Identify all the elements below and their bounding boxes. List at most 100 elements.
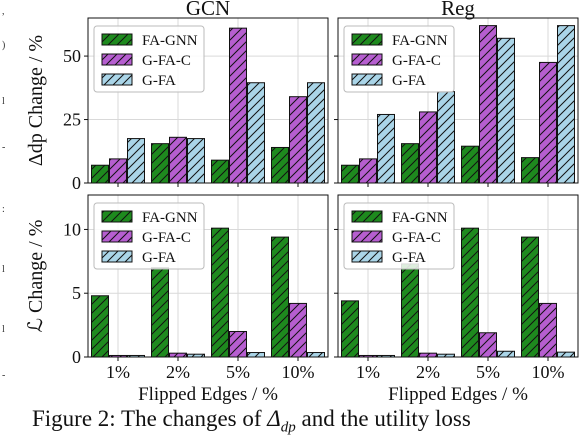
bar-hatch	[521, 157, 539, 183]
bar-hatch	[109, 355, 127, 357]
legend-label: FA-GNN	[142, 33, 198, 49]
x-tick-label: 2%	[166, 362, 190, 382]
y-tick-label: 25	[63, 110, 81, 130]
x-axis-label: Flipped Edges / %	[138, 384, 278, 405]
legend-swatch-hatch	[352, 251, 382, 262]
bar-hatch	[401, 143, 419, 183]
svg-text:l: l	[2, 324, 5, 335]
y-tick-label: 5	[72, 283, 81, 303]
figure-caption: Figure 2: The changes of Δdp and the uti…	[32, 406, 580, 437]
bar-hatch	[271, 237, 289, 357]
legend-swatch-hatch	[102, 74, 132, 85]
bar-hatch	[229, 331, 247, 357]
bar-hatch	[479, 332, 497, 357]
chart-panel: 1% 2% 5% 10%Flipped Edges / % FA-GNN G-FA-C G-…	[334, 194, 579, 405]
bar-hatch	[461, 146, 479, 183]
legend-label: FA-GNN	[392, 33, 448, 49]
svg-text:): )	[2, 40, 5, 51]
caption-suffix: and the utility loss	[295, 406, 471, 431]
panel-title: GCN	[186, 0, 230, 20]
x-tick-label: 10%	[282, 362, 315, 382]
bar-hatch	[359, 158, 377, 183]
bar-hatch	[127, 138, 145, 183]
svg-text:-: -	[2, 370, 5, 381]
bar-hatch	[211, 228, 229, 357]
legend-label: FA-GNN	[142, 210, 198, 226]
plot-frame	[337, 194, 579, 358]
legend-swatch-hatch	[352, 231, 382, 242]
bar-hatch	[169, 137, 187, 183]
plot-frame	[87, 194, 329, 358]
bar-hatch	[151, 143, 169, 183]
chart-panel: Reg FA-GNN G-FA-C G-FA	[334, 0, 579, 187]
legend-label: G-FA-C	[142, 53, 191, 69]
bar-hatch	[401, 263, 419, 357]
bar-hatch	[109, 158, 127, 183]
x-tick-label: 1%	[106, 362, 130, 382]
bar-hatch	[557, 352, 575, 357]
bar-hatch	[521, 237, 539, 357]
svg-text:l: l	[2, 96, 5, 107]
svg-text:l: l	[2, 264, 5, 275]
svg-text::: :	[2, 204, 5, 215]
bar-hatch	[247, 82, 265, 183]
bar-hatch	[91, 165, 109, 183]
bar-hatch	[91, 295, 109, 357]
bar-hatch	[341, 165, 359, 183]
bar-hatch	[377, 114, 395, 183]
chart-panel: 0 5 10 1% 2% 5% 10%Flipped Edges / % ℒ Change /…	[25, 194, 329, 405]
legend-label: G-FA	[392, 73, 426, 89]
bar-hatch	[229, 28, 247, 184]
legend-label: G-FA	[392, 250, 426, 266]
bar-hatch	[437, 354, 455, 357]
bar-hatch	[151, 267, 169, 357]
caption-math-symbol: Δ	[267, 406, 281, 431]
y-axis-label: ℒ Change / %	[25, 220, 47, 333]
bar-hatch	[359, 355, 377, 357]
bar-hatch	[211, 160, 229, 183]
bar-hatch	[377, 355, 395, 357]
y-axis-label: Δdp Change / %	[25, 35, 47, 166]
caption-math-sub: dp	[280, 419, 296, 436]
bar-hatch	[289, 96, 307, 183]
bar-hatch	[461, 228, 479, 357]
svg-text:-: -	[2, 142, 5, 153]
bar-hatch	[437, 91, 455, 183]
legend-swatch-hatch	[352, 54, 382, 65]
legend-swatch-hatch	[102, 231, 132, 242]
legend-swatch-hatch	[102, 251, 132, 262]
legend-swatch-hatch	[352, 211, 382, 222]
legend-swatch-hatch	[102, 211, 132, 222]
x-axis-label: Flipped Edges / %	[388, 384, 528, 405]
legend-label: G-FA	[142, 250, 176, 266]
y-tick-label: 50	[63, 46, 81, 66]
legend-swatch-hatch	[102, 34, 132, 45]
bar-hatch	[187, 138, 205, 183]
x-tick-label: 10%	[532, 362, 565, 382]
x-tick-label: 5%	[226, 362, 250, 382]
caption-math: Δdp	[267, 406, 296, 436]
plot-frame	[337, 17, 579, 184]
chart-panel: 0 25 50 GCN Δdp Change / % FA-GNN G-FA-C G-FA	[25, 0, 329, 193]
bar-hatch	[307, 352, 325, 357]
caption-prefix: Figure 2: The changes of	[32, 406, 268, 431]
svg-text:,: ,	[2, 6, 5, 17]
panel-title: Reg	[441, 0, 475, 20]
bar-hatch	[539, 303, 557, 357]
bar-hatch	[539, 62, 557, 183]
bar-hatch	[419, 353, 437, 357]
legend-label: FA-GNN	[392, 210, 448, 226]
bar-hatch	[169, 353, 187, 357]
legend-swatch-hatch	[102, 54, 132, 65]
left-edge-fragment: , ) l - : l l -	[0, 0, 10, 400]
bar-hatch	[419, 111, 437, 183]
bar-hatch	[497, 351, 515, 357]
bar-hatch	[341, 300, 359, 357]
plot-frame	[87, 17, 329, 184]
legend-label: G-FA-C	[142, 230, 191, 246]
bar-hatch	[479, 25, 497, 183]
bar-hatch	[307, 82, 325, 183]
legend-label: G-FA-C	[392, 53, 441, 69]
bar-hatch	[497, 38, 515, 183]
